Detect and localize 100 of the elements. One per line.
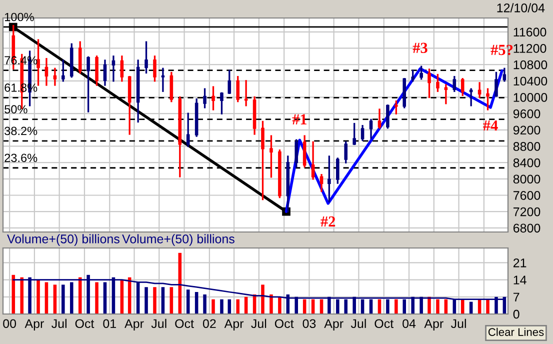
y-tick-label: 7200 [514,207,540,216]
bar [144,287,148,314]
y-tick-label: 9600 [513,109,540,118]
candlestick [170,72,174,102]
candlestick [394,100,398,114]
candlestick [360,124,364,141]
text: Volume+(50) billions [7,234,120,246]
y-tick-label: 14 [514,276,526,284]
candlestick [86,56,90,112]
candlestick [428,68,431,98]
candlestick [220,92,224,114]
x-tick-label: Apr [324,319,344,331]
y-tick-label: 8000 [513,174,540,184]
bar [44,282,48,314]
bar [236,299,240,314]
bar [270,294,273,314]
candlestick [36,39,40,86]
candlestick [386,104,390,129]
candlestick [62,60,65,82]
text: Volume+(50) billions [122,234,234,246]
bar [486,299,490,314]
candlestick [161,68,165,92]
candlestick [294,139,298,168]
candlestick [436,74,440,92]
candlestick [320,174,324,192]
x-tick-label: Oct [374,319,394,328]
annotation: 23.6% [4,154,38,162]
bar [278,296,282,314]
x-tick-label: Apr [424,319,444,331]
candlestick [352,122,356,146]
bar [203,294,206,314]
candlestick [144,41,148,74]
x-tick-label: Apr [24,319,44,331]
annotation: #2 [320,216,336,227]
candlestick [411,70,414,82]
x-tick-label: 04 [402,319,416,328]
y-tick-label: 10000 [514,93,548,102]
x-tick-label: Oct [175,319,194,328]
annotation: #4 [483,120,498,131]
candlestick [478,82,482,98]
candlestick [212,86,215,110]
annotation: #3 [412,42,428,54]
candlestick [328,156,331,202]
x-tick-label: Oct [274,319,294,328]
candlestick [236,76,240,102]
candlestick [53,68,57,86]
text: 12/10/04 [497,3,545,12]
candlestick [336,158,340,184]
y-tick-label: 8800 [513,142,540,151]
text: Clear Lines [488,328,544,336]
y-tick-label: 6800 [513,224,540,233]
bar [436,299,440,314]
candlestick [420,66,423,80]
y-tick-label: 21 [513,258,526,268]
bar [428,296,431,314]
candlestick [103,60,107,86]
bar [62,284,65,314]
candlestick [95,56,98,86]
candlestick [302,135,306,168]
x-tick-label: Jul [52,318,66,328]
candlestick [270,135,273,178]
bar [95,282,98,314]
y-tick-label: 10800 [514,60,548,70]
candlestick [203,88,206,108]
candlestick [311,141,315,180]
bar [36,280,40,314]
bar [153,287,156,314]
candlestick [228,70,232,94]
candlestick [153,56,156,82]
candlestick [378,108,382,129]
x-tick-label: Apr [224,319,244,331]
bar [261,284,264,314]
y-tick-label: 0 [513,310,520,319]
y-tick-label: 7600 [514,191,540,200]
candlestick [261,120,264,200]
x-tick-label: Apr [124,319,144,331]
bar [228,299,232,314]
y-tick-label: 10400 [514,76,548,86]
candlestick [78,41,82,74]
bar [394,299,398,314]
candlestick [186,112,190,148]
candlestick [444,84,448,104]
candlestick [486,88,490,110]
bar [12,274,16,314]
bar [220,299,224,314]
annotation: 50% [4,105,28,114]
candlestick [494,72,498,97]
x-tick-label: 02 [202,319,216,328]
candlestick [502,68,506,82]
x-tick-label: Oct [75,319,94,328]
bar [460,299,464,314]
bar [53,284,57,314]
candlestick [244,80,248,106]
y-tick-label: 9200 [513,126,540,135]
candlestick [44,58,48,86]
bar [20,277,24,314]
x-tick-label: Jul [251,318,266,328]
annotation: 38.2% [4,126,38,136]
candlestick [112,56,116,82]
bar [161,287,165,314]
